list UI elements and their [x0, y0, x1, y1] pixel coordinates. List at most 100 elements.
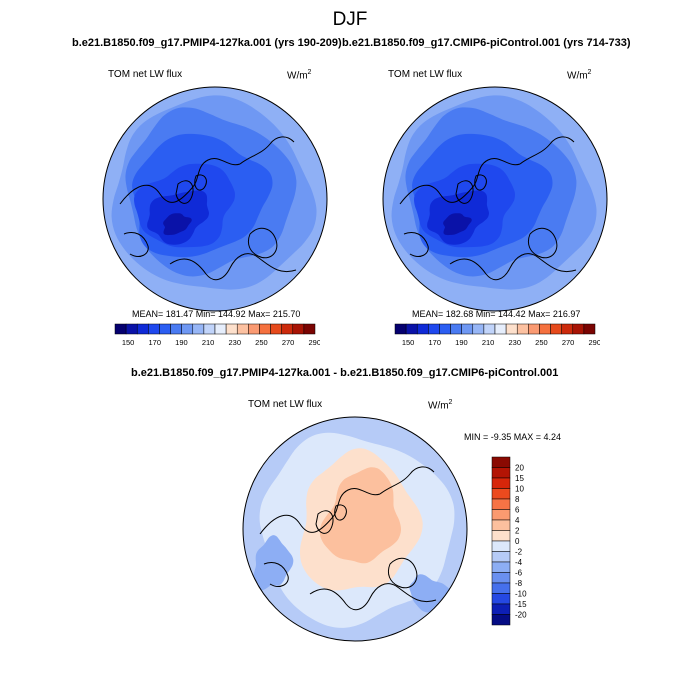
panel2-colorbar-box — [572, 323, 585, 335]
panel1-colorbar-box — [170, 323, 182, 335]
panel1-colorbar-tick-label: 270 — [282, 338, 295, 347]
panel1-colorbar-box — [259, 323, 271, 335]
panel3-colorbar-box — [491, 540, 511, 552]
panel1-colorbar-box — [114, 323, 127, 335]
panel3-coastline — [259, 488, 381, 535]
panel3-colorbar-tick-label: 0 — [515, 537, 520, 546]
panel1-title: b.e21.B1850.f09_g17.PMIP4-127ka.001 (yrs… — [72, 37, 342, 49]
panel2-colorbar-tick-label: 170 — [429, 338, 442, 347]
panel3-stats: MIN = -9.35 MAX = 4.24 — [464, 432, 562, 442]
panel3-colorbar-box — [491, 530, 511, 542]
panel3-contour-fill — [319, 467, 402, 564]
panel3-shaded-field — [243, 417, 467, 641]
panel3-units-label: W/m2 — [428, 399, 453, 412]
panel3-title: b.e21.B1850.f09_g17.PMIP4-127ka.001 - b.… — [131, 367, 559, 379]
panel2-coastline — [474, 174, 487, 191]
panel1-colorbar-box — [292, 323, 305, 335]
panel3-coastline — [315, 510, 334, 534]
panel1-colorbar-tick-label: 250 — [255, 338, 268, 347]
panel2-stats: MEAN= 182.68 Min= 144.42 Max= 216.97 — [412, 309, 581, 319]
panel3-coastline — [379, 466, 435, 495]
panel2-colorbar-tick-label: 290 — [589, 338, 600, 347]
panel2-colorbar-tick-label: 250 — [535, 338, 548, 347]
panel3-colorbar-box — [491, 477, 511, 489]
panel1-coastline — [247, 227, 278, 259]
panel2-coastline — [449, 253, 577, 281]
panel1-colorbar: 150 170 190 210 230 250 270 290 — [114, 323, 320, 347]
panel3-colorbar-tick-label: 20 — [515, 464, 524, 473]
panel2-colorbar-box — [405, 323, 418, 335]
panel2-colorbar-box — [583, 323, 596, 335]
panel1-units-label: W/m2 — [287, 69, 312, 82]
panel1-polar-map — [102, 86, 328, 312]
panel2-polar-map — [382, 86, 608, 312]
panel3-map-boundary — [242, 416, 468, 642]
panel1-colorbar-box — [281, 323, 294, 335]
panel2-coastline — [455, 180, 474, 204]
panel1-colorbar-tick-label: 210 — [202, 338, 215, 347]
panel2-colorbar-box — [439, 323, 451, 335]
panel2-colorbar-tick-label: 210 — [482, 338, 495, 347]
panel1-colorbar-box — [214, 323, 227, 335]
panel1-colorbar-tick-label: 290 — [309, 338, 320, 347]
panel3-colorbar-tick-label: 4 — [515, 516, 520, 525]
panel1-colorbar-tick-label: 170 — [149, 338, 162, 347]
panel2-title: b.e21.B1850.f09_g17.CMIP6-piControl.001 … — [342, 37, 631, 49]
panel1-colorbar-box — [236, 323, 249, 335]
panel3-colorbar-tick-label: -2 — [515, 548, 523, 557]
panel3-colorbar-tick-label: -15 — [515, 600, 527, 609]
panel2-shaded-field — [383, 87, 607, 311]
panel3-colorbar-tick-label: 6 — [515, 506, 520, 515]
panel3-colorbar-box — [491, 582, 511, 594]
panel3-coastline — [334, 504, 347, 521]
panel3-coastline — [309, 583, 437, 611]
panel2-colorbar-box — [561, 323, 574, 335]
panel1-colorbar-box — [125, 323, 138, 335]
panel1-stats: MEAN= 181.47 Min= 144.92 Max= 215.70 — [132, 309, 301, 319]
panel2-colorbar-box — [505, 323, 518, 335]
panel3-colorbar-box — [491, 603, 511, 615]
panel1-colorbar-box — [248, 323, 260, 335]
panel2-colorbar-tick-label: 230 — [509, 338, 522, 347]
panel1-colorbar-box — [303, 323, 316, 335]
panel3-colorbar-box — [491, 614, 511, 626]
panel3-colorbar-tick-label: -10 — [515, 590, 527, 599]
panel1-colorbar-box — [148, 323, 160, 335]
panel1-coastline — [119, 158, 241, 205]
panel2-colorbar-tick-label: 150 — [402, 338, 415, 347]
panel2-coastline — [403, 232, 429, 257]
panel1-colorbar-box — [203, 323, 216, 335]
panel1-map-boundary — [102, 86, 328, 312]
panel3-colorbar-tick-label: -6 — [515, 569, 523, 578]
panel3-colorbar-tick-label: 10 — [515, 485, 524, 494]
panel1-colorbar-box — [159, 323, 171, 335]
panel1-coastline — [194, 174, 207, 191]
panel3-colorbar-box — [491, 561, 511, 573]
panel2-colorbar-box — [428, 323, 440, 335]
panel1-colorbar-tick-label: 190 — [175, 338, 188, 347]
panel1-colorbar-tick-label: 230 — [229, 338, 242, 347]
panel1-variable-label: TOM net LW flux — [108, 69, 183, 80]
panel1-coastline — [239, 136, 295, 165]
panel1-colorbar-box — [225, 323, 238, 335]
panel2-colorbar-box — [528, 323, 540, 335]
panel2-colorbar-box — [416, 323, 429, 335]
panel2-colorbar-tick-label: 270 — [562, 338, 575, 347]
panel3-coastline — [263, 562, 289, 587]
panel1-coastline — [123, 232, 149, 257]
panel2-colorbar-box — [539, 323, 551, 335]
panel2-variable-label: TOM net LW flux — [388, 69, 463, 80]
panel3-colorbar-tick-label: 15 — [515, 474, 524, 483]
panel2-colorbar-box — [394, 323, 407, 335]
panel3-colorbar-box — [491, 551, 511, 563]
panel1-colorbar-box — [270, 323, 282, 335]
panel3-colorbar-box — [491, 509, 511, 521]
panel3-colorbar-box — [491, 519, 511, 531]
panel2-colorbar-box — [550, 323, 562, 335]
panel3-colorbar-box — [491, 456, 511, 468]
panel3-colorbar-box — [491, 467, 511, 479]
panel1-coastline — [175, 180, 194, 204]
panel3-colorbar-box — [491, 488, 511, 500]
panel1-colorbar-tick-label: 150 — [122, 338, 135, 347]
